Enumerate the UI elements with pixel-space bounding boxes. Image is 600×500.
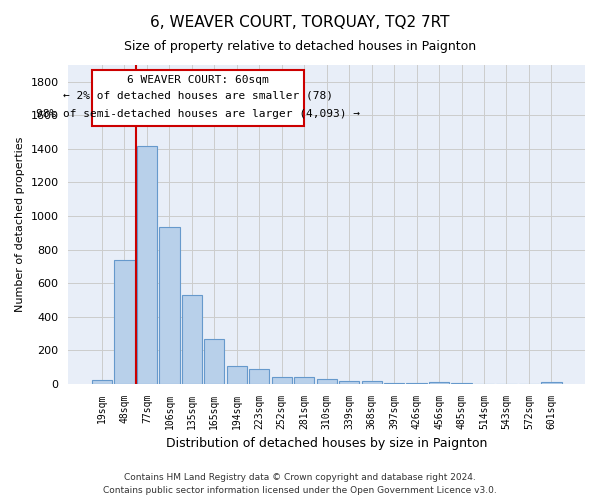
- Text: 6 WEAVER COURT: 60sqm: 6 WEAVER COURT: 60sqm: [127, 75, 269, 85]
- Bar: [317, 379, 337, 384]
- Bar: [115, 260, 134, 384]
- Bar: [451, 383, 472, 384]
- Text: ← 2% of detached houses are smaller (78): ← 2% of detached houses are smaller (78): [63, 90, 333, 100]
- Bar: [294, 377, 314, 384]
- Text: 98% of semi-detached houses are larger (4,093) →: 98% of semi-detached houses are larger (…: [36, 108, 360, 118]
- Bar: [249, 368, 269, 384]
- Bar: [384, 383, 404, 384]
- Bar: [137, 146, 157, 384]
- Bar: [182, 295, 202, 384]
- Bar: [159, 227, 179, 384]
- Bar: [429, 382, 449, 384]
- Text: 6, WEAVER COURT, TORQUAY, TQ2 7RT: 6, WEAVER COURT, TORQUAY, TQ2 7RT: [150, 15, 450, 30]
- FancyBboxPatch shape: [92, 70, 304, 126]
- Bar: [339, 381, 359, 384]
- Y-axis label: Number of detached properties: Number of detached properties: [15, 136, 25, 312]
- Bar: [541, 382, 562, 384]
- Bar: [204, 339, 224, 384]
- Bar: [92, 380, 112, 384]
- X-axis label: Distribution of detached houses by size in Paignton: Distribution of detached houses by size …: [166, 437, 487, 450]
- Text: Contains HM Land Registry data © Crown copyright and database right 2024.
Contai: Contains HM Land Registry data © Crown c…: [103, 474, 497, 495]
- Bar: [227, 366, 247, 384]
- Bar: [406, 383, 427, 384]
- Text: Size of property relative to detached houses in Paignton: Size of property relative to detached ho…: [124, 40, 476, 53]
- Bar: [272, 377, 292, 384]
- Bar: [362, 380, 382, 384]
